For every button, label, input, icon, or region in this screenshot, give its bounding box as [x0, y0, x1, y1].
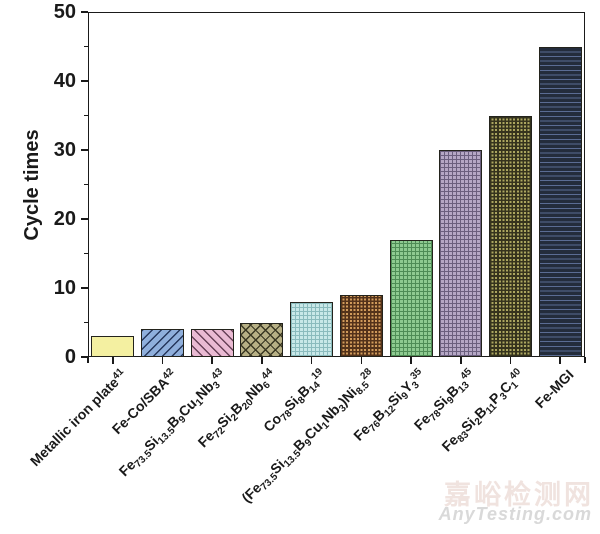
bar — [439, 150, 483, 357]
y-minor-tick — [83, 252, 88, 255]
y-major-tick — [81, 149, 88, 151]
y-minor-tick — [83, 321, 88, 324]
x-tick — [360, 357, 363, 364]
x-category-label: Metallic iron plate41 — [26, 366, 126, 470]
bar — [91, 336, 135, 357]
y-minor-tick — [83, 183, 88, 186]
y-major-tick — [81, 218, 88, 220]
x-corner-tick — [584, 357, 586, 363]
x-tick — [310, 357, 313, 364]
x-tick — [261, 357, 263, 364]
bar — [141, 329, 185, 357]
x-corner-tick — [87, 357, 89, 363]
bar — [538, 46, 582, 357]
bar — [389, 239, 433, 357]
y-minor-tick — [83, 45, 88, 48]
x-tick — [410, 357, 412, 364]
y-major-tick — [81, 287, 88, 289]
bar — [240, 322, 284, 357]
x-tick — [211, 357, 214, 364]
y-minor-tick — [83, 114, 88, 117]
watermark-domain: AnyTesting.com — [438, 504, 592, 524]
x-category-label: Fe-MGI — [531, 366, 577, 412]
watermark-cn: 嘉峪检测网 — [444, 480, 594, 510]
bar — [488, 115, 532, 357]
x-tick — [161, 357, 164, 364]
y-tick-label: 10 — [53, 277, 76, 299]
y-major-tick — [81, 11, 88, 13]
y-tick-label: 20 — [53, 208, 76, 230]
y-tick-label: 50 — [53, 1, 76, 23]
x-tick — [509, 357, 512, 364]
y-tick-label: 40 — [53, 70, 76, 92]
x-tick — [112, 357, 114, 364]
y-major-tick — [81, 356, 88, 358]
bar — [339, 294, 383, 357]
y-axis-title: Cycle times — [21, 129, 43, 241]
y-major-tick — [81, 80, 88, 82]
x-tick — [459, 357, 462, 364]
bar — [190, 329, 234, 357]
bar — [290, 301, 334, 357]
y-tick-label: 30 — [53, 139, 76, 161]
y-tick-label: 0 — [64, 346, 76, 368]
x-tick — [559, 357, 561, 364]
